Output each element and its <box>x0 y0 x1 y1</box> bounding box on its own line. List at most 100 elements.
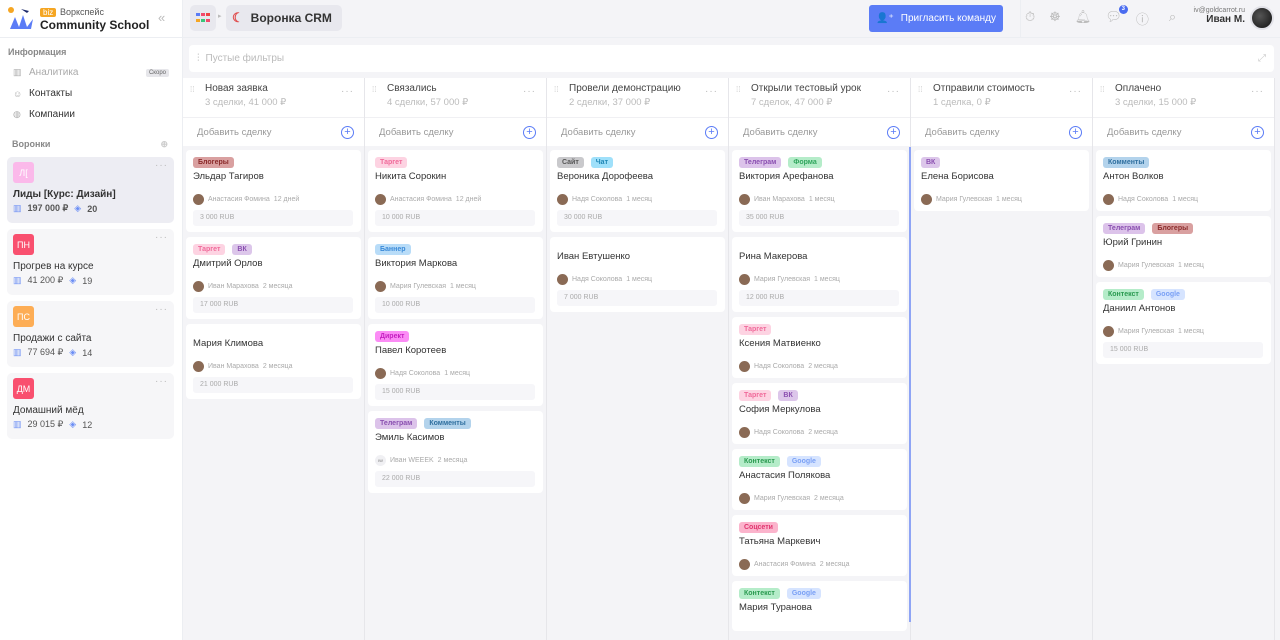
deal-card[interactable]: Соцсети Татьяна Маркевич Анастасия Фомина 2… <box>732 515 907 576</box>
deal-age: 1 месяц <box>1172 196 1199 203</box>
deal-card[interactable]: Баннер Виктория Маркова Мария Гулевская 1 м… <box>368 237 543 319</box>
deal-card[interactable]: Телеграм Блогеры Юрий Гринин Мария Гулевска… <box>1096 216 1271 277</box>
drag-handle-icon[interactable]: ⁞⁞ <box>190 85 195 94</box>
sidebar: biz Воркспейс Community School « Информа… <box>0 0 183 640</box>
deal-card[interactable]: Директ Павел Коротеев Надя Соколова 1 месяц… <box>368 324 543 406</box>
more-icon[interactable]: ··· <box>341 86 354 97</box>
more-icon[interactable]: ··· <box>155 376 168 387</box>
filter-bar[interactable]: ⫶ Пустые фильтры ⤢ <box>189 45 1274 72</box>
plus-icon[interactable]: + <box>1069 125 1082 139</box>
deal-card[interactable]: Иван Евтушенко Надя Соколова 1 месяц 7 000 … <box>550 237 725 312</box>
plus-icon[interactable]: + <box>887 125 900 139</box>
owner-avatar <box>193 281 204 292</box>
search-icon[interactable]: ⌕ <box>1168 9 1177 24</box>
plus-icon[interactable]: + <box>705 125 718 139</box>
deal-card[interactable]: ВК Елена Борисова Мария Гулевская 1 месяц <box>914 150 1089 211</box>
deal-card[interactable]: Контекст Google Мария Туранова <box>732 581 907 631</box>
drag-handle-icon[interactable]: ⁞⁞ <box>372 85 377 94</box>
breadcrumb[interactable]: ☾ Воронка CRM <box>226 5 342 31</box>
page-title: Воронка CRM <box>250 11 332 25</box>
more-icon[interactable]: ··· <box>523 86 536 97</box>
chat-icon[interactable]: 💬︎ 3 <box>1105 5 1128 28</box>
deal-card[interactable]: Контекст Google Даниил Антонов Мария Гулевс… <box>1096 282 1271 364</box>
more-icon[interactable]: ··· <box>1069 86 1082 97</box>
plus-icon[interactable]: + <box>523 125 536 139</box>
bell-icon[interactable]: 🔔︎ <box>1074 9 1092 24</box>
deal-age: 1 месяц <box>1178 328 1204 335</box>
drag-handle-icon[interactable]: ⁞⁞ <box>736 85 741 94</box>
deal-card[interactable]: Таргет Ксения Матвиенко Надя Соколова 2 мес… <box>732 317 907 378</box>
deal-name: Елена Борисова <box>921 171 994 182</box>
more-icon[interactable]: ··· <box>155 304 168 315</box>
plus-icon[interactable]: + <box>341 125 354 139</box>
owner-name: Надя Соколова <box>1118 196 1169 203</box>
add-deal-button[interactable]: Добавить сделку + <box>729 118 910 146</box>
add-deal-button[interactable]: Добавить сделку + <box>183 118 364 146</box>
more-icon[interactable]: ··· <box>705 86 718 97</box>
owner-avatar <box>921 194 932 205</box>
deal-meta: Надя Соколова 1 месяц <box>557 194 717 205</box>
deal-card[interactable]: Телеграм Комменты Эмиль Касимов IW Иван WEEE… <box>368 411 543 493</box>
deal-card[interactable]: Комменты Антон Волков Надя Соколова 1 месяц <box>1096 150 1271 211</box>
info-section-title: Информация <box>8 47 67 57</box>
deal-card[interactable]: Блогеры Эльдар Тагиров Анастасия Фомина 12 … <box>186 150 361 232</box>
deal-card[interactable]: Таргет ВК София Меркулова Надя Соколова 2 ме… <box>732 383 907 444</box>
sidebar-item-companies[interactable]: ◍ Компании <box>0 104 182 125</box>
add-deal-button[interactable]: Добавить сделку + <box>547 118 728 146</box>
user-menu[interactable]: iv@goldcarrot.ru Иван М. <box>1194 7 1245 25</box>
column-title: Открыли тестовый урок <box>751 83 861 94</box>
add-deal-button[interactable]: Добавить сделку + <box>1093 118 1274 146</box>
column-summary: 1 сделка, 0 ₽ <box>933 97 991 108</box>
deal-age: 2 месяца <box>262 363 293 370</box>
deal-meta: Анастасия Фомина 12 дней <box>193 194 353 205</box>
team-icon[interactable]: ☸ <box>1049 9 1061 24</box>
owner-avatar <box>739 274 750 285</box>
deal-card[interactable]: Телеграм Форма Виктория Арефанова Иван Мара… <box>732 150 907 232</box>
more-icon[interactable]: ··· <box>1251 86 1264 97</box>
funnel-item[interactable]: ДМ ··· Домашний мёд ▥ 29 015 ₽ ◈ 12 <box>7 373 174 439</box>
funnel-item[interactable]: ПН ··· Прогрев на курсе ▥ 41 200 ₽ ◈ 19 <box>7 229 174 295</box>
funnel-item[interactable]: ПС ··· Продажи с сайта ▥ 77 694 ₽ ◈ 14 <box>7 301 174 367</box>
more-icon[interactable]: ··· <box>887 86 900 97</box>
sidebar-item-contacts[interactable]: ☺ Контакты <box>0 83 182 104</box>
apps-menu-icon[interactable] <box>190 5 216 31</box>
collapse-sidebar-icon[interactable]: « <box>158 10 166 25</box>
invite-team-button[interactable]: 👤⁺ Пригласить команду <box>869 5 1003 32</box>
tag: Телеграм <box>375 418 418 429</box>
owner-name: Иван Марахова <box>208 283 259 290</box>
owner-avatar <box>739 493 750 504</box>
filter-icon: ⫶ <box>197 53 200 64</box>
expand-icon[interactable]: ⤢ <box>1258 53 1266 64</box>
more-icon[interactable]: ··· <box>155 232 168 243</box>
deal-meta: Анастасия Фомина 2 месяца <box>739 559 899 570</box>
funnel-item[interactable]: Л[··· Лиды [Курс: Дизайн] ▥ 197 000 ₽ ◈ 20 <box>7 157 174 223</box>
globe-icon: ◍ <box>13 109 21 119</box>
drag-handle-icon[interactable]: ⁞⁞ <box>918 85 923 94</box>
deal-meta: Надя Соколова 2 месяца <box>739 361 899 372</box>
deal-card[interactable]: Рина Макерова Мария Гулевская 1 месяц 12 00… <box>732 237 907 312</box>
sidebar-item-analytics[interactable]: ▥ Аналитика Скоро <box>0 62 182 83</box>
workspace-header[interactable]: biz Воркспейс Community School « <box>0 0 182 38</box>
owner-name: Надя Соколова <box>754 363 805 370</box>
drag-handle-icon[interactable]: ⁞⁞ <box>1100 85 1105 94</box>
add-funnel-icon[interactable]: ⊕ <box>160 139 168 149</box>
more-icon[interactable]: ··· <box>155 160 168 171</box>
deal-card[interactable]: Сайт Чат Вероника Дорофеева Надя Соколова 1 … <box>550 150 725 232</box>
tag-list: Блогеры <box>193 157 353 168</box>
deal-card[interactable]: Таргет ВК Дмитрий Орлов Иван Марахова 2 меся… <box>186 237 361 319</box>
avatar[interactable] <box>1250 6 1274 30</box>
timer-icon[interactable]: ⏱ <box>1025 9 1036 24</box>
owner-name: Надя Соколова <box>572 276 623 283</box>
tag: Сайт <box>557 157 584 168</box>
add-deal-button[interactable]: Добавить сделку + <box>365 118 546 146</box>
add-deal-button[interactable]: Добавить сделку + <box>911 118 1092 146</box>
deal-card[interactable]: Таргет Никита Сорокин Анастасия Фомина 12 д… <box>368 150 543 232</box>
drag-handle-icon[interactable]: ⁞⁞ <box>554 85 559 94</box>
deals-icon: ◈ <box>69 275 77 285</box>
plus-icon[interactable]: + <box>1251 125 1264 139</box>
help-icon[interactable]: ⓘ <box>1135 12 1149 27</box>
deal-card[interactable]: Мария Климова Иван Марахова 2 месяца 21 000… <box>186 324 361 399</box>
deal-card[interactable]: Контекст Google Анастасия Полякова Мария Гу… <box>732 449 907 510</box>
tag-list: Телеграм Форма <box>739 157 899 168</box>
tag-list: Телеграм Блогеры <box>1103 223 1263 234</box>
